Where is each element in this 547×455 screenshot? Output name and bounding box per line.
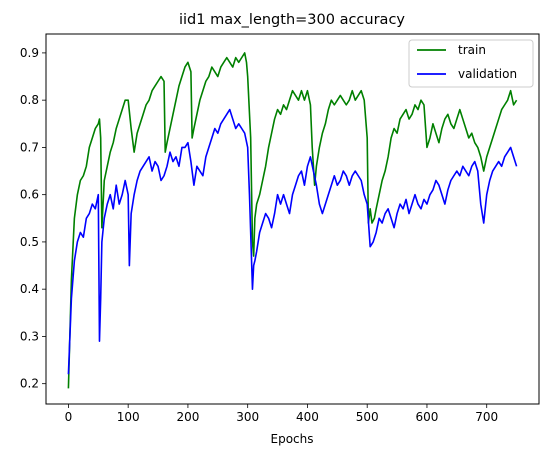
y-tick-label: 0.5 <box>20 235 39 249</box>
y-tick-label: 0.6 <box>20 188 39 202</box>
plot-area: 0 100 200 300 400 500 600 700 0.20.30.40.50.60.… <box>20 33 540 424</box>
x-axis-label: Epochs <box>271 432 314 446</box>
series-line-validation <box>67 108 518 375</box>
legend: train validation <box>408 39 534 88</box>
y-tick-label: 0.8 <box>20 93 39 107</box>
legend-label-validation: validation <box>458 67 517 81</box>
series-layer <box>67 52 518 389</box>
x-tick-label: 100 <box>117 410 140 424</box>
x-tick-label: 0 <box>65 410 73 424</box>
y-tick-label: 0.2 <box>20 377 39 391</box>
y-tick-label: 0.3 <box>20 329 39 343</box>
x-tick-label: 700 <box>475 410 498 424</box>
x-tick-label: 600 <box>416 410 439 424</box>
x-tick-label: 200 <box>176 410 199 424</box>
chart-title: iid1 max_length=300 accuracy <box>179 12 405 28</box>
x-tick-label: 300 <box>236 410 259 424</box>
legend-label-train: train <box>458 43 486 57</box>
x-tick-label: 500 <box>356 410 379 424</box>
y-tick-label: 0.9 <box>20 46 39 60</box>
x-axis-ticks: 0 100 200 300 400 500 600 700 <box>65 404 498 424</box>
y-axis-ticks: 0.2 0.3 0.4 0.5 0.6 0.7 0.8 0.9 <box>20 46 46 391</box>
series-line-train <box>67 52 518 389</box>
y-tick-label: 0.7 <box>20 140 39 154</box>
x-tick-label: 400 <box>296 410 319 424</box>
legend-box <box>408 39 534 88</box>
y-tick-label: 0.4 <box>20 282 39 296</box>
plot-frame <box>45 33 540 405</box>
